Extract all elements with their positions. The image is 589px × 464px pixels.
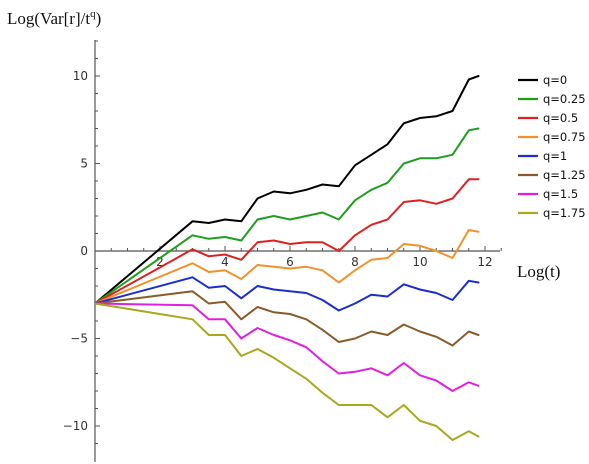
y-tick-label: 5 [80,157,88,171]
y-tick-label: 10 [73,69,88,83]
legend-label: q=1.25 [543,168,586,182]
legend-label: q=0.25 [543,92,586,106]
legend-label: q=0.75 [543,130,586,144]
series-line-q-1-5 [94,302,480,392]
series-line-q-0-5 [94,178,480,305]
legend-label: q=1.5 [543,187,578,201]
series-line-q-0-75 [94,229,480,305]
y-axis-label-superscript: q [90,8,96,20]
legend-label: q=1.75 [543,206,586,220]
x-axis-label: Log(t) [517,262,560,281]
x-tick-label: 12 [477,255,492,269]
y-ticks: −10 −5 0 5 10 [63,40,100,444]
y-tick-label: −10 [63,419,88,433]
series-line-q-0-25 [94,127,480,305]
legend-label: q=0.5 [543,111,578,125]
x-tick-label: 8 [351,255,359,269]
y-tick-label: 0 [80,244,88,258]
y-axis-label-close: ) [96,9,102,28]
series-line-q-1-75 [94,302,480,441]
x-ticks: 2 4 6 8 10 12 [110,246,502,269]
legend-label: q=1 [543,149,567,163]
legend: q=0 q=0.25 q=0.5 q=0.75 q=1 q=1.25 q=1.5 q=1.75 [518,73,586,220]
series-group [94,75,480,441]
x-tick-label: 2 [156,255,164,269]
legend-label: q=0 [543,73,567,87]
y-tick-label: −5 [70,332,88,346]
x-tick-label: 6 [286,255,294,269]
x-tick-label: 4 [221,255,229,269]
series-line-q-0 [94,75,480,305]
y-axis-label-main: Log(Var[r]/t [7,9,90,28]
series-line-q-1-25 [94,290,480,347]
x-tick-label: 10 [412,255,427,269]
series-line-q-1 [94,276,480,312]
y-axis-label: Log(Var[r]/tq) [7,8,101,28]
